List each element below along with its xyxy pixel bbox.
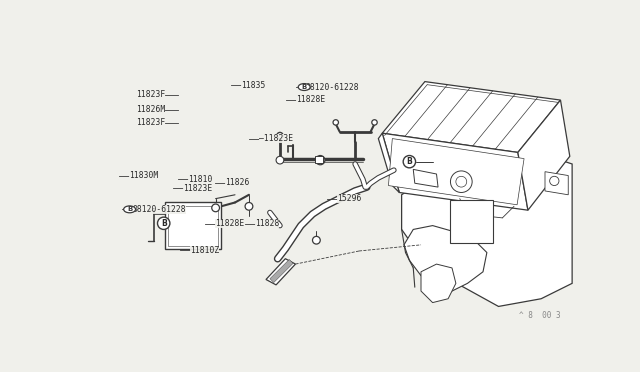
Circle shape [212,204,220,212]
Circle shape [316,155,325,165]
Text: ^ 8  00 3: ^ 8 00 3 [520,311,561,320]
Bar [165,202,221,249]
Text: 11828E: 11828E [215,219,244,228]
Polygon shape [413,169,438,187]
Polygon shape [388,139,524,205]
Text: 11826: 11826 [225,178,249,187]
Polygon shape [266,259,296,285]
Text: 08120-61228: 08120-61228 [306,83,359,92]
Circle shape [333,120,339,125]
Text: 11810: 11810 [188,175,212,184]
Polygon shape [402,160,572,307]
Circle shape [451,171,472,192]
Circle shape [372,120,377,125]
Text: —11823E: —11823E [259,134,292,143]
Circle shape [245,202,253,210]
Polygon shape [382,81,561,153]
Text: 11828: 11828 [255,219,279,228]
Text: 11828E: 11828E [296,95,325,104]
Circle shape [550,176,559,186]
Text: 15296: 15296 [337,194,362,203]
Text: 11823F: 11823F [136,90,165,99]
Circle shape [403,155,415,168]
Polygon shape [421,264,456,302]
Polygon shape [315,155,323,163]
Circle shape [277,132,283,139]
Text: 11835: 11835 [241,81,266,90]
Circle shape [124,206,136,213]
Polygon shape [404,225,487,291]
Polygon shape [270,260,293,283]
Polygon shape [378,133,399,192]
Polygon shape [382,133,528,210]
Text: B: B [406,157,412,166]
Circle shape [157,217,170,230]
Text: 11826M: 11826M [136,105,165,115]
Bar [451,200,493,243]
Text: 11830M: 11830M [129,171,158,180]
Text: 11823F: 11823F [136,118,165,127]
Circle shape [276,156,284,164]
Polygon shape [518,100,570,210]
Circle shape [298,84,310,90]
Text: 11823E: 11823E [183,184,212,193]
Text: B: B [301,84,307,90]
Text: 08120-61228: 08120-61228 [132,205,186,214]
Polygon shape [545,172,568,195]
Text: B: B [161,219,166,228]
Bar [168,206,218,246]
Text: B: B [127,206,132,212]
Circle shape [312,236,320,244]
Text: 11810Z: 11810Z [190,246,220,255]
